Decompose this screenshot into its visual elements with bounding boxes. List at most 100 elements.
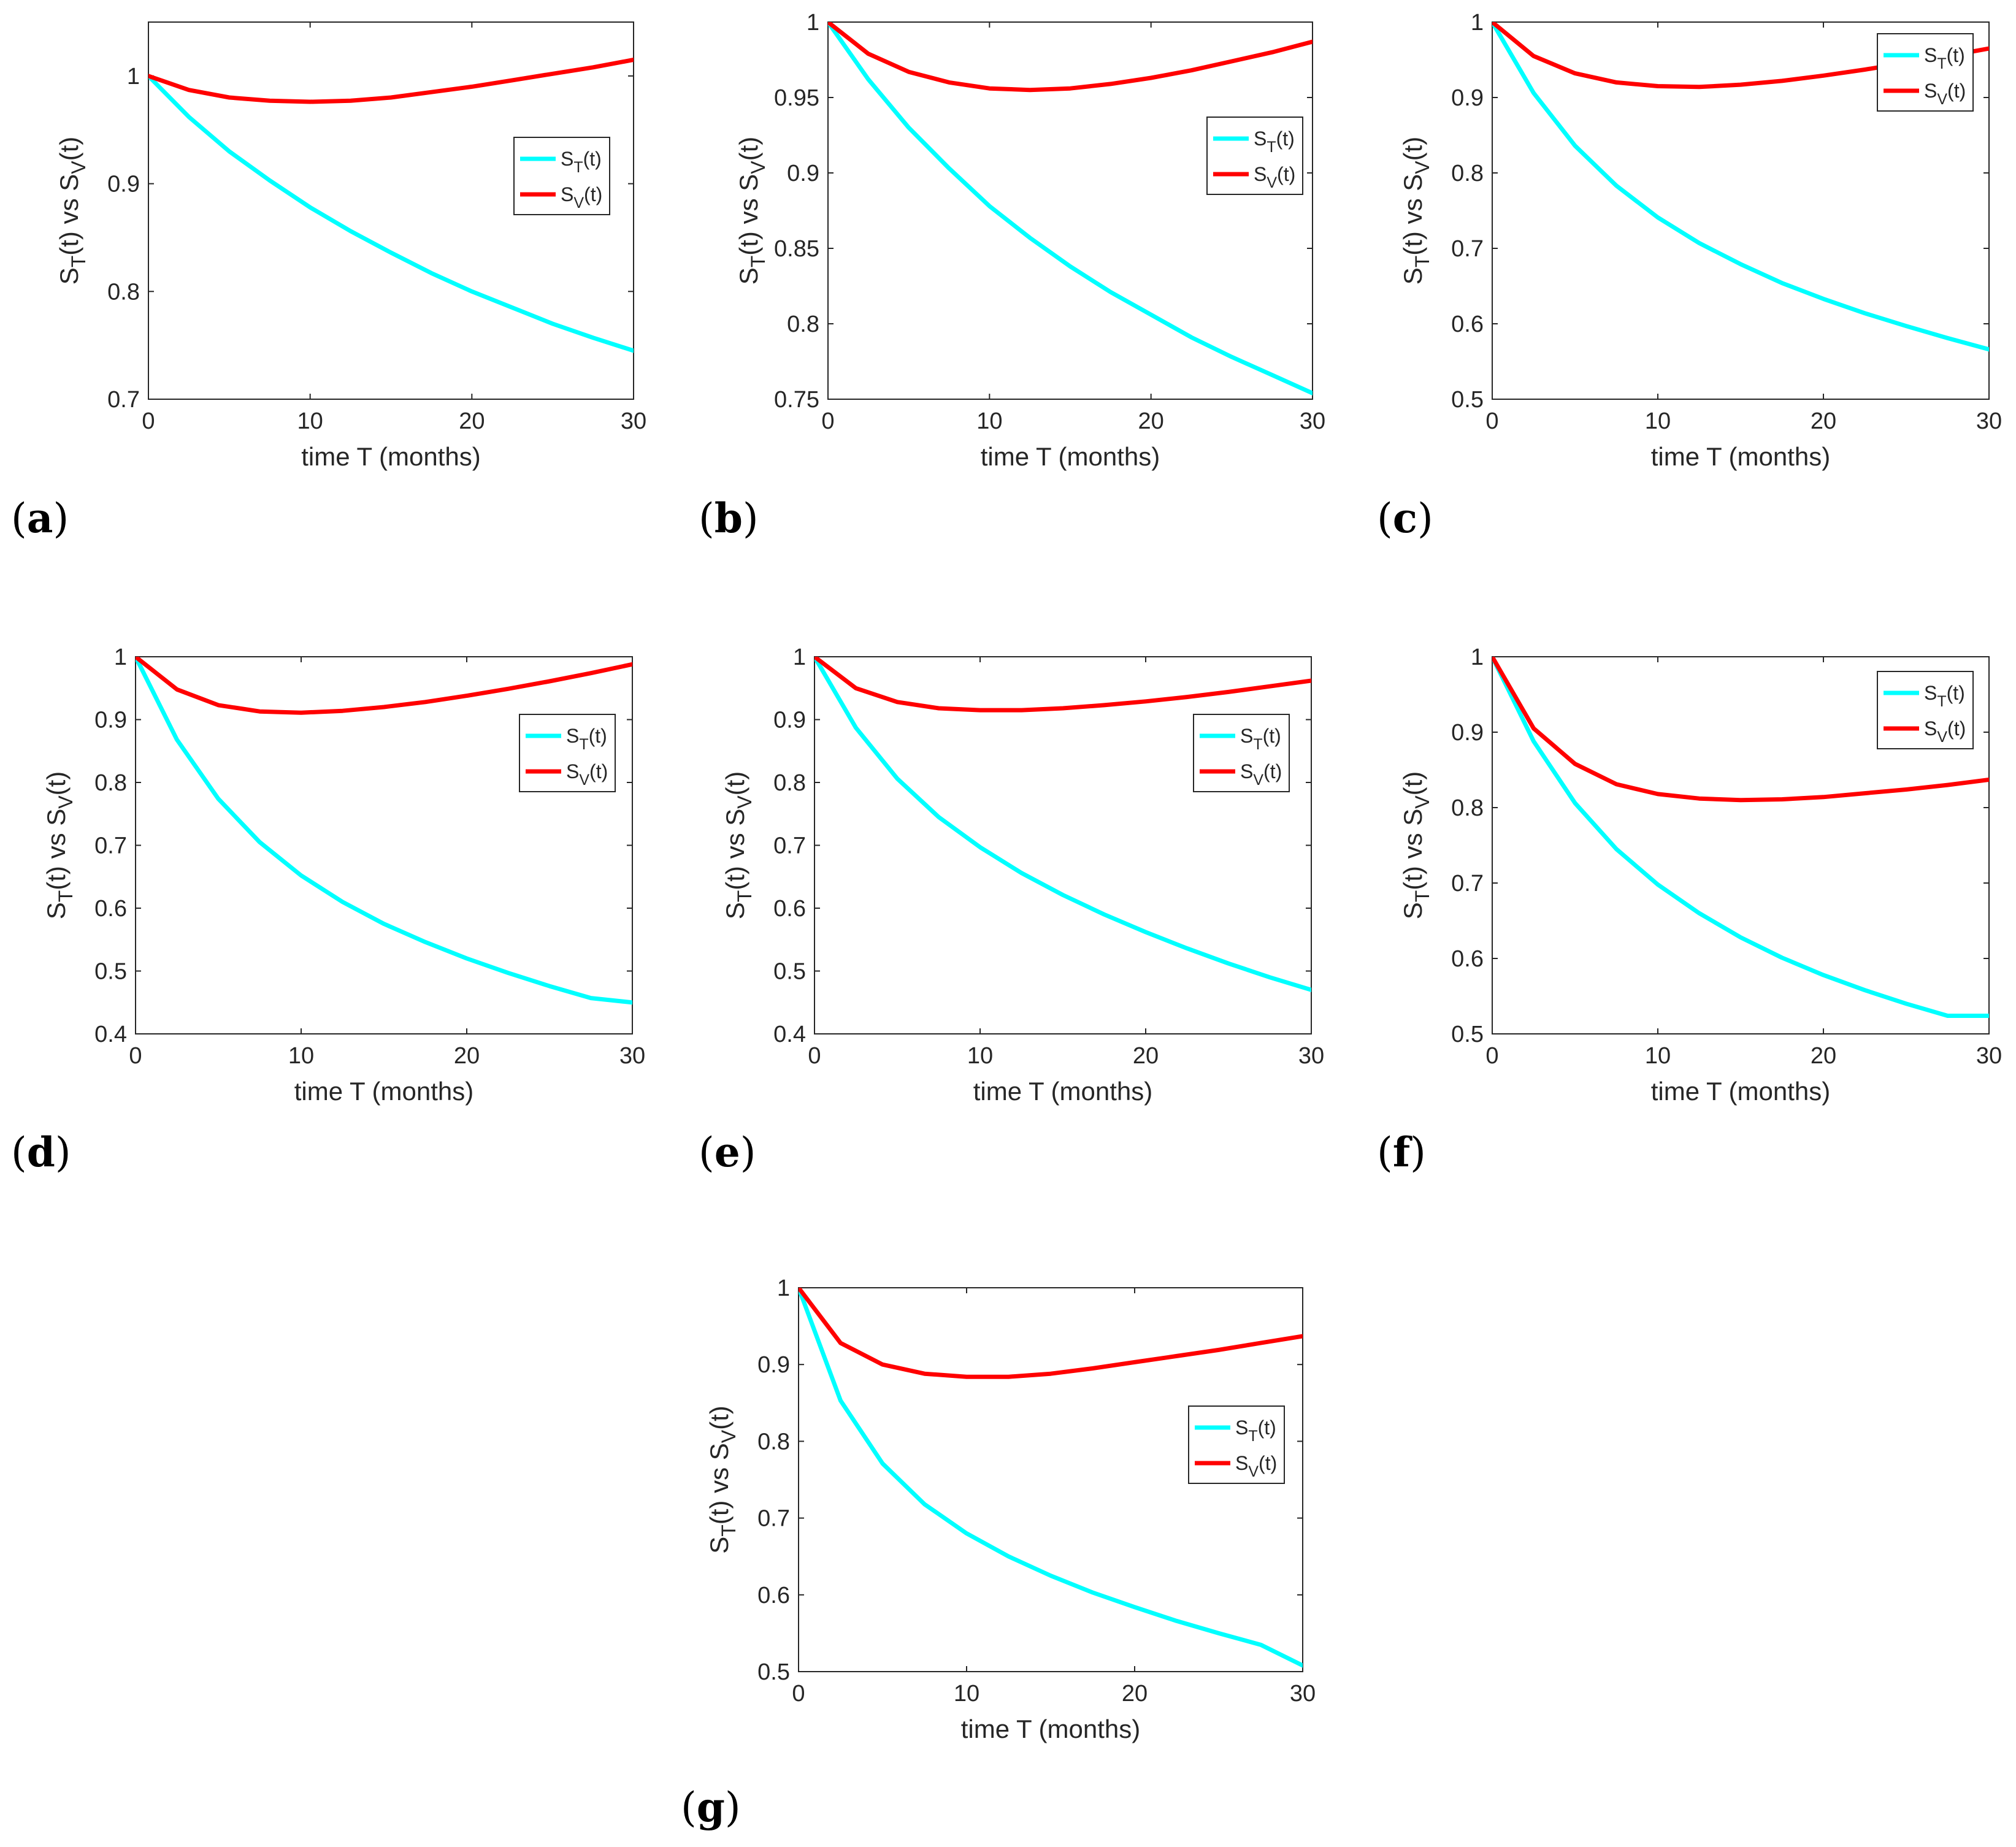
y-tick-label: 1 bbox=[1471, 10, 1484, 36]
series-line-s-t bbox=[828, 22, 1313, 396]
panel-label: (g)(g) bbox=[681, 1783, 741, 1831]
plot-frame bbox=[814, 656, 1312, 1034]
y-axis-label: ST(t) vs SV(t)S_T(t) vs S_V(t) bbox=[55, 137, 90, 285]
y-tick-label: 0.4 bbox=[773, 1022, 806, 1047]
y-tick-label: 0.9 bbox=[1451, 720, 1484, 746]
legend: ST(t) SV(t) bbox=[1877, 671, 1974, 749]
legend-label-s-t: ST(t) bbox=[566, 725, 607, 753]
x-tick-label: 30 bbox=[1300, 408, 1325, 434]
series-line-s-t bbox=[1492, 22, 1989, 352]
y-tick-label: 0.8 bbox=[107, 279, 140, 305]
x-axis-label: time T (months) bbox=[961, 1715, 1141, 1743]
x-tick-label: 0 bbox=[821, 408, 834, 434]
y-tick-label: 0.9 bbox=[773, 708, 806, 733]
series-line-s-t bbox=[136, 657, 632, 1005]
series-line-s-t bbox=[1492, 657, 1989, 1018]
y-tick-label: 0.8 bbox=[773, 770, 806, 796]
legend-label-s-v: SV(t) bbox=[566, 760, 608, 789]
y-tick-label: 0.95 bbox=[774, 85, 819, 111]
x-tick-label: 0 bbox=[129, 1043, 142, 1069]
x-tick-label: 30 bbox=[1290, 1681, 1316, 1707]
x-tick-label: 0 bbox=[1485, 408, 1498, 434]
y-tick-label: 0.6 bbox=[94, 896, 127, 922]
x-tick-label: 10 bbox=[967, 1043, 993, 1069]
panel-label: (a)(a) bbox=[11, 494, 69, 542]
legend: ST(t) SV(t) bbox=[1188, 1405, 1285, 1484]
legend-box bbox=[1193, 714, 1290, 792]
x-tick-label: 0 bbox=[808, 1043, 821, 1069]
panel-label: (b)(b) bbox=[699, 494, 759, 542]
x-tick-label: 20 bbox=[459, 408, 485, 434]
y-tick-label: 1 bbox=[793, 644, 806, 670]
y-axis-label: ST(t) vs SV(t)S_T(t) vs S_V(t) bbox=[734, 137, 769, 285]
chart-panel-c: 0 10 20 30 0.5 0.6 0.7 0.8 0.9 1 time T (months) ST… bbox=[1377, 10, 2002, 542]
series-line-s-v bbox=[136, 657, 632, 715]
legend: ST(t) SV(t) bbox=[513, 137, 610, 215]
x-axis-label: time T (months) bbox=[1651, 1077, 1831, 1106]
y-tick-label: 0.9 bbox=[1451, 85, 1484, 111]
y-tick-label: 1 bbox=[127, 64, 140, 90]
legend-label-s-v: SV(t) bbox=[561, 183, 602, 212]
x-tick-label: 20 bbox=[1122, 1681, 1148, 1707]
y-axis-label: ST(t) vs SV(t)S_T(t) vs S_V(t) bbox=[1398, 771, 1433, 920]
legend-label-s-t: ST(t) bbox=[1924, 44, 1965, 72]
y-tick-label: 1 bbox=[807, 10, 819, 36]
x-tick-label: 20 bbox=[1811, 1043, 1836, 1069]
plot-frame bbox=[827, 21, 1313, 400]
x-tick-label: 20 bbox=[1811, 408, 1836, 434]
y-tick-label: 1 bbox=[777, 1275, 790, 1301]
y-tick-label: 0.7 bbox=[94, 833, 127, 859]
y-axis-label: ST(t) vs SV(t)S_T(t) vs S_V(t) bbox=[1398, 137, 1433, 285]
y-tick-label: 0.9 bbox=[94, 708, 127, 733]
y-tick-label: 0.5 bbox=[757, 1659, 790, 1685]
y-tick-label: 0.8 bbox=[1451, 161, 1484, 186]
x-tick-label: 0 bbox=[1485, 1043, 1498, 1069]
y-tick-label: 0.6 bbox=[757, 1583, 790, 1608]
y-tick-label: 1 bbox=[114, 644, 127, 670]
chart-panel-d: 0 10 20 30 0.4 0.5 0.6 0.7 0.8 0.9 1 time T (months… bbox=[11, 644, 645, 1176]
y-tick-label: 0.6 bbox=[1451, 312, 1484, 337]
series-line-s-v bbox=[799, 1288, 1303, 1379]
x-tick-label: 30 bbox=[619, 1043, 645, 1069]
x-tick-label: 30 bbox=[621, 408, 646, 434]
panel-label: (f)(f) bbox=[1377, 1128, 1426, 1176]
y-tick-label: 0.4 bbox=[94, 1022, 127, 1047]
x-tick-label: 20 bbox=[1138, 408, 1164, 434]
legend-label-s-t: ST(t) bbox=[1254, 128, 1295, 156]
y-tick-label: 0.8 bbox=[787, 312, 819, 337]
legend-box bbox=[1188, 1405, 1285, 1484]
y-tick-label: 0.5 bbox=[773, 959, 806, 985]
series-line-s-v bbox=[814, 657, 1311, 713]
legend-label-s-v: SV(t) bbox=[1240, 760, 1282, 789]
legend-label-s-t: ST(t) bbox=[561, 148, 602, 176]
legend-box bbox=[1877, 33, 1974, 112]
y-tick-label: 0.9 bbox=[107, 172, 140, 197]
legend-label-s-t: ST(t) bbox=[1924, 682, 1965, 710]
x-tick-label: 20 bbox=[454, 1043, 480, 1069]
x-tick-label: 10 bbox=[1645, 408, 1671, 434]
legend-label-s-t: ST(t) bbox=[1240, 725, 1281, 753]
y-tick-label: 0.7 bbox=[757, 1506, 790, 1532]
x-tick-label: 10 bbox=[297, 408, 323, 434]
legend-label-s-v: SV(t) bbox=[1924, 80, 1966, 108]
legend-label-s-v: SV(t) bbox=[1235, 1452, 1277, 1480]
y-tick-label: 0.7 bbox=[107, 387, 140, 413]
y-tick-label: 1 bbox=[1471, 644, 1484, 670]
y-tick-label: 0.8 bbox=[757, 1429, 790, 1455]
legend: ST(t) SV(t) bbox=[1877, 33, 1974, 112]
y-tick-label: 0.5 bbox=[94, 959, 127, 985]
y-tick-label: 0.9 bbox=[787, 161, 819, 186]
legend: ST(t) SV(t) bbox=[519, 714, 616, 792]
chart-panel-e: 0 10 20 30 0.4 0.5 0.6 0.7 0.8 0.9 1 time T (months… bbox=[699, 644, 1324, 1176]
panel-label: (d)(d) bbox=[11, 1128, 71, 1176]
legend-box bbox=[1206, 117, 1303, 195]
series-line-s-t bbox=[148, 74, 634, 353]
legend: ST(t) SV(t) bbox=[1206, 117, 1303, 195]
y-axis-label: ST(t) vs SV(t)S_T(t) vs S_V(t) bbox=[705, 1405, 740, 1554]
chart-panel-f: 0 10 20 30 0.5 0.6 0.7 0.8 0.9 1 time T (months) ST… bbox=[1377, 644, 2002, 1176]
y-tick-label: 0.7 bbox=[773, 833, 806, 859]
x-axis-label: time T (months) bbox=[973, 1077, 1153, 1106]
panel-label: (c)(c) bbox=[1377, 494, 1433, 542]
x-tick-label: 0 bbox=[792, 1681, 805, 1707]
